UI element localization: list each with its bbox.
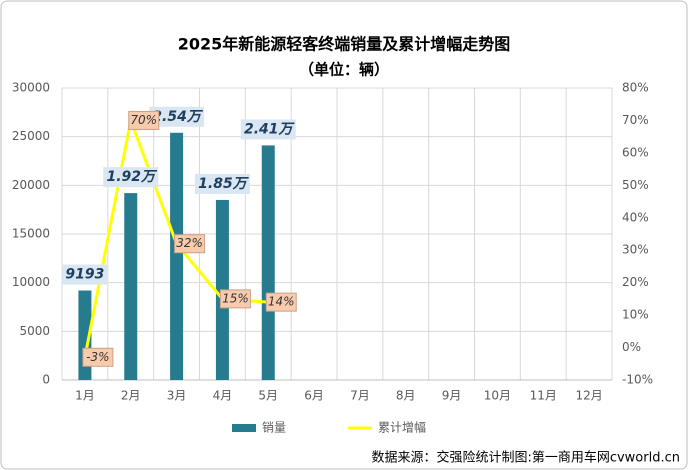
y2-tick-label: -10%: [622, 373, 653, 387]
x-tick-label: 6月: [304, 389, 324, 403]
bar: [170, 132, 184, 380]
x-tick-label: 11月: [530, 389, 557, 403]
bar-value-label: 2.41万: [244, 121, 296, 137]
y-tick-label: 20000: [12, 178, 50, 192]
y-tick-label: 0: [42, 373, 50, 387]
bar: [261, 145, 275, 380]
bar-label-box: [61, 264, 108, 285]
line-value-label: 14%: [268, 295, 295, 309]
bar-label-box: [240, 119, 296, 140]
y2-tick-label: 80%: [622, 81, 649, 95]
line-value-label: -3%: [86, 350, 109, 364]
line-label-box: [82, 347, 114, 367]
y-tick-label: 30000: [12, 81, 50, 95]
x-tick-label: 7月: [350, 389, 370, 403]
y2-tick-label: 0%: [622, 340, 641, 354]
chart-title: 2025年新能源轻客终端销量及累计增幅走势图: [178, 35, 511, 54]
y-tick-label: 5000: [19, 324, 50, 338]
bar-value-label: 9193: [65, 267, 104, 283]
bar-value-label: 1.92万: [106, 169, 158, 185]
x-tick-label: 12月: [575, 389, 602, 403]
x-tick-label: 10月: [484, 389, 511, 403]
x-tick-label: 5月: [258, 389, 278, 403]
legend-label: 累计增幅: [378, 420, 426, 435]
line-value-label: 15%: [222, 291, 249, 305]
y2-tick-label: 10%: [622, 308, 649, 322]
line-label-box: [219, 289, 251, 309]
x-tick-label: 2月: [121, 389, 141, 403]
bar-label-box: [194, 173, 250, 194]
line-label-box: [174, 234, 206, 254]
y2-tick-label: 50%: [622, 178, 649, 192]
y2-tick-label: 70%: [622, 113, 649, 127]
line-value-label: 32%: [176, 236, 203, 250]
y-tick-label: 10000: [12, 275, 50, 289]
chart-subtitle: （单位：辆）: [299, 61, 389, 79]
y-tick-label: 15000: [12, 227, 50, 241]
y-tick-label: 25000: [12, 129, 50, 143]
bar: [124, 193, 138, 380]
bar-label-box: [103, 167, 159, 188]
x-tick-label: 3月: [167, 389, 187, 403]
x-tick-label: 1月: [75, 389, 95, 403]
bar-value-label: 2.54万: [152, 109, 204, 125]
line-value-label: 70%: [130, 113, 157, 127]
source-note: 数据来源：交强险统计制图:第一商用车网cvworld.cn: [371, 450, 680, 466]
y2-tick-label: 40%: [622, 210, 649, 224]
x-tick-label: 4月: [213, 389, 233, 403]
y2-tick-label: 30%: [622, 243, 649, 257]
legend-label: 销量: [262, 421, 286, 435]
y2-tick-label: 20%: [622, 275, 649, 289]
x-tick-label: 9月: [442, 389, 462, 403]
legend-swatch: [232, 424, 256, 432]
line-label-box: [128, 110, 160, 130]
x-tick-label: 8月: [396, 389, 416, 403]
line-label-box: [265, 292, 297, 312]
y2-tick-label: 60%: [622, 145, 649, 159]
bar-label-box: [149, 106, 205, 127]
bar-value-label: 1.85万: [198, 176, 250, 192]
